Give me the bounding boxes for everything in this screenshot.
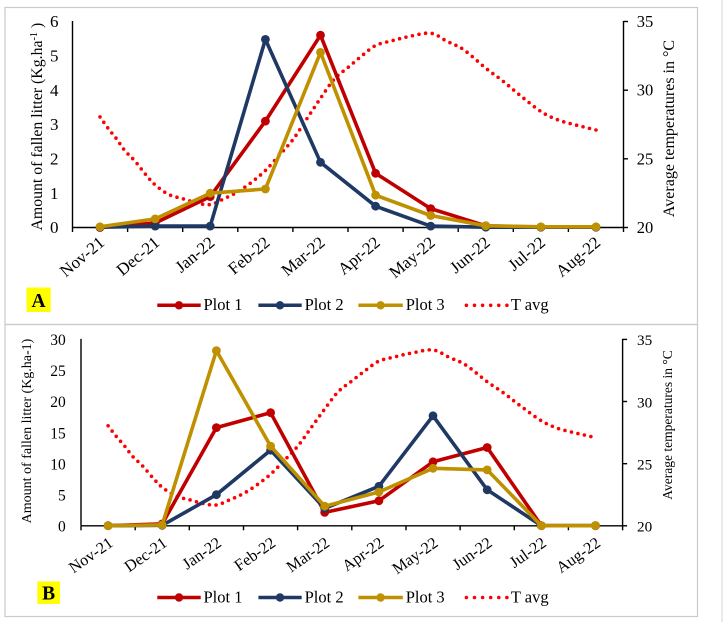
- svg-text:Plot 1: Plot 1: [204, 587, 243, 606]
- svg-text:T avg: T avg: [511, 295, 549, 314]
- svg-text:10: 10: [50, 456, 66, 473]
- svg-text:Plot 2: Plot 2: [305, 587, 344, 606]
- svg-text:20: 20: [50, 394, 66, 411]
- svg-text:T avg: T avg: [511, 587, 549, 606]
- svg-text:A: A: [32, 291, 46, 312]
- svg-text:20: 20: [637, 218, 654, 237]
- svg-text:5: 5: [58, 487, 66, 504]
- svg-text:Plot 3: Plot 3: [406, 587, 445, 606]
- svg-text:0: 0: [58, 519, 66, 536]
- svg-text:15: 15: [50, 425, 66, 442]
- svg-text:Average temperatures in °C: Average temperatures in °C: [661, 40, 678, 217]
- svg-text:25: 25: [50, 363, 66, 380]
- svg-text:30: 30: [637, 81, 654, 100]
- svg-text:25: 25: [637, 457, 652, 474]
- svg-text:Average temperatures in °C: Average temperatures in °C: [660, 350, 675, 499]
- svg-text:35: 35: [637, 12, 654, 31]
- svg-text:Amount of fallen litter (Kg.ha: Amount of fallen litter (Kg.ha-1 ): [29, 23, 46, 231]
- svg-text:30: 30: [637, 394, 653, 411]
- svg-text:25: 25: [637, 149, 654, 168]
- svg-text:Plot 2: Plot 2: [305, 295, 344, 314]
- svg-text:B: B: [42, 584, 55, 605]
- svg-text:Plot 3: Plot 3: [406, 295, 445, 314]
- svg-text:0: 0: [50, 218, 59, 237]
- svg-text:1: 1: [50, 184, 59, 203]
- svg-text:20: 20: [637, 519, 653, 536]
- svg-text:Amount of fallen litter (Kg.ha: Amount of fallen litter (Kg.ha-1): [20, 338, 35, 523]
- svg-text:5: 5: [50, 47, 59, 66]
- svg-text:6: 6: [50, 12, 59, 31]
- svg-text:Plot 1: Plot 1: [204, 295, 243, 314]
- svg-text:3: 3: [50, 115, 59, 134]
- svg-text:4: 4: [50, 81, 59, 100]
- svg-text:30: 30: [50, 332, 66, 349]
- svg-text:35: 35: [637, 332, 652, 349]
- svg-text:2: 2: [50, 150, 59, 169]
